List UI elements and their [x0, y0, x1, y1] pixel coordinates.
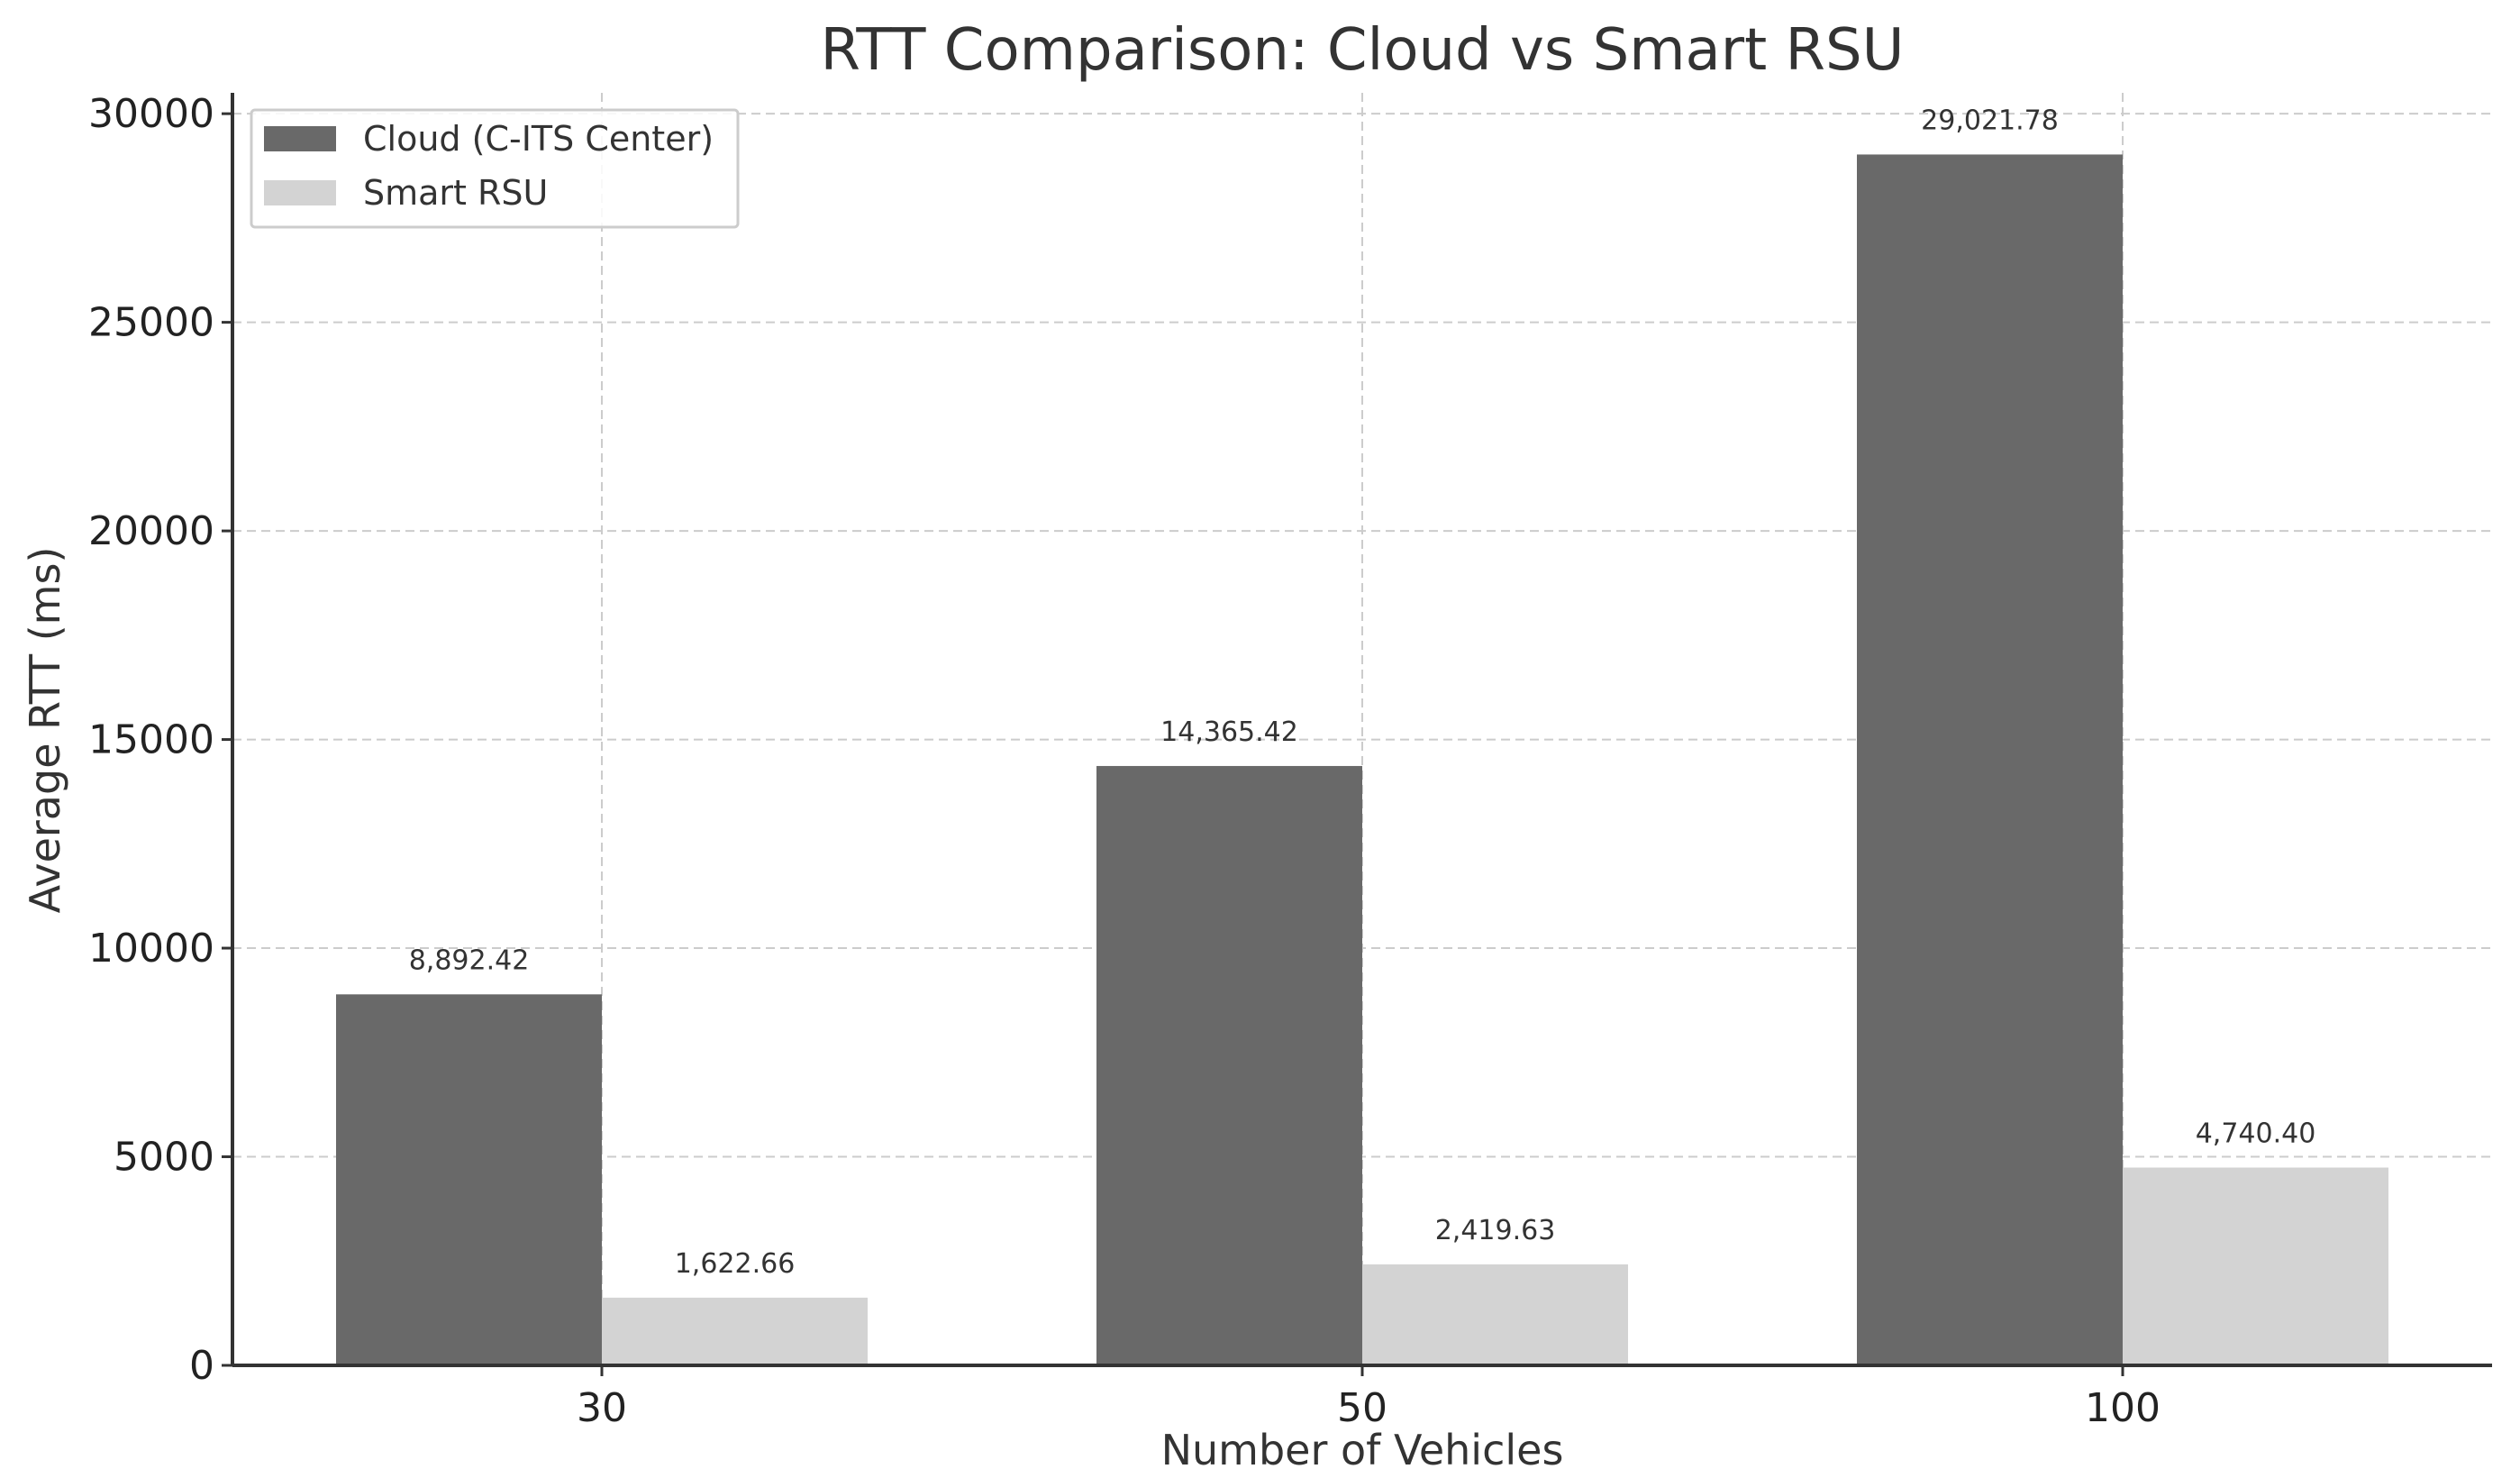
- y-tick-label: 0: [189, 1343, 214, 1389]
- data-label-cloud-100: 29,021.78: [1921, 105, 2059, 136]
- y-tick-label: 30000: [88, 91, 214, 137]
- bars: [336, 154, 2388, 1365]
- data-labels: 8,892.42 14,365.42 29,021.78 1,622.66 2,419.…: [409, 105, 2316, 1279]
- data-label-smart-rsu-50: 2,419.63: [1435, 1215, 1556, 1246]
- data-label-cloud-30: 8,892.42: [409, 944, 530, 976]
- legend-swatch-cloud: [264, 126, 336, 151]
- legend-swatch-smart-rsu: [264, 180, 336, 205]
- data-label-cloud-50: 14,365.42: [1160, 716, 1298, 748]
- y-tick-label: 20000: [88, 508, 214, 554]
- bar-smart-rsu-30: [602, 1297, 868, 1365]
- y-tick-label: 10000: [88, 926, 214, 972]
- x-tick-label: 30: [577, 1385, 627, 1431]
- chart-title: RTT Comparison: Cloud vs Smart RSU: [821, 17, 1905, 84]
- y-axis-title: Average RTT (ms): [21, 547, 69, 914]
- bar-cloud-30: [336, 994, 602, 1365]
- y-tick-label: 5000: [114, 1135, 214, 1181]
- legend: Cloud (C-ITS Center) Smart RSU: [250, 108, 740, 229]
- bar-smart-rsu-100: [2123, 1167, 2388, 1365]
- x-tick-label: 50: [1337, 1385, 1387, 1431]
- y-tick-label: 15000: [88, 717, 214, 763]
- bar-cloud-100: [1857, 154, 2123, 1365]
- legend-label-cloud: Cloud (C-ITS Center): [363, 119, 714, 159]
- bar-smart-rsu-50: [1362, 1264, 1628, 1365]
- x-tick-label: 100: [2085, 1385, 2161, 1431]
- ticks: 0 5000 10000 15000 20000 25000 30000 30 50 100: [88, 91, 2161, 1431]
- data-label-smart-rsu-30: 1,622.66: [675, 1248, 796, 1280]
- bar-cloud-50: [1096, 765, 1362, 1365]
- legend-box: [250, 108, 740, 229]
- data-label-smart-rsu-100: 4,740.40: [2196, 1118, 2316, 1150]
- legend-label-smart-rsu: Smart RSU: [363, 173, 548, 213]
- y-tick-label: 25000: [88, 300, 214, 346]
- x-axis-title: Number of Vehicles: [1161, 1426, 1564, 1469]
